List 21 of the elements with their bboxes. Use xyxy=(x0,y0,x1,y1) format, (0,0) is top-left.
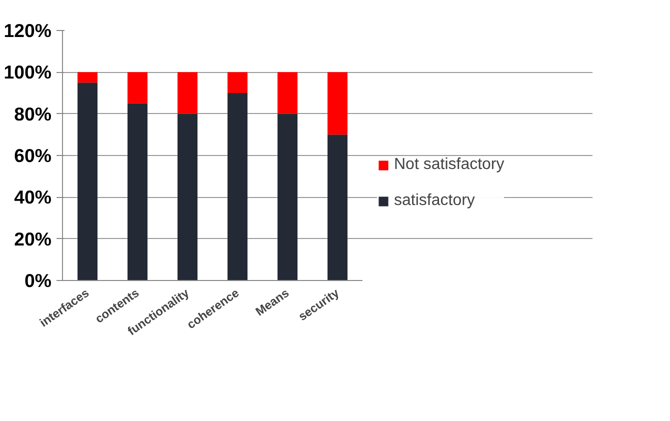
bar xyxy=(78,82,98,280)
bar xyxy=(328,72,348,135)
legend-label: satisfactory xyxy=(394,192,475,210)
bar xyxy=(228,72,248,93)
bar xyxy=(228,93,248,280)
legend-label: Not satisfactory xyxy=(394,156,504,174)
bar xyxy=(178,72,198,114)
bar xyxy=(128,103,148,280)
y-tick-label: 20% xyxy=(14,228,52,250)
y-tick-label: 60% xyxy=(14,145,52,166)
bar xyxy=(328,134,348,280)
bar xyxy=(278,72,298,114)
bar xyxy=(78,72,98,83)
y-tick-label: 80% xyxy=(14,103,52,124)
y-tick-label: 120% xyxy=(4,20,52,41)
y-tick-label: 0% xyxy=(24,270,52,291)
y-tick-label: 40% xyxy=(14,186,52,208)
bar xyxy=(178,114,198,280)
bar xyxy=(128,72,148,104)
y-tick-label: 100% xyxy=(4,62,52,83)
bar xyxy=(278,114,298,280)
